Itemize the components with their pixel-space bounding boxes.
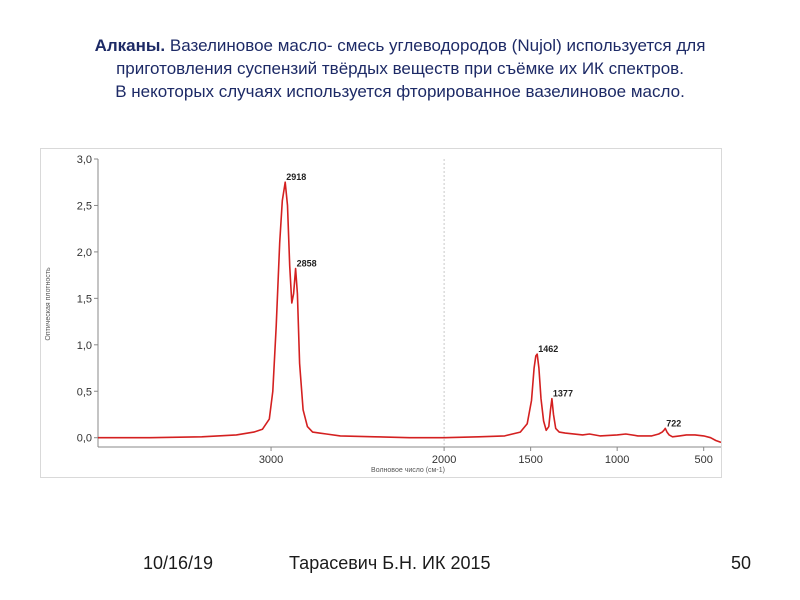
y-ticks: 0,0 0,5 1,0 1,5 2,0 2,5 3,0 <box>77 154 98 445</box>
x-tick-label: 500 <box>695 454 713 466</box>
ir-spectrum-chart: 0,0 0,5 1,0 1,5 2,0 2,5 3,0 3000 2000 1500 1000 50… <box>45 154 722 474</box>
annotations: 2918 2858 1462 1377 722 <box>286 172 681 428</box>
y-tick-label: 2,0 <box>77 247 92 259</box>
peak-label: 1377 <box>553 389 573 399</box>
y-tick-label: 1,0 <box>77 340 92 352</box>
footer-date: 10/16/19 <box>143 553 214 573</box>
header-line-1: Алканы. Вазелиновое масло- смесь углевод… <box>20 34 780 57</box>
y-tick-label: 3,0 <box>77 154 92 166</box>
header-line-1-text: Вазелиновое масло- смесь углеводородов (… <box>165 36 706 55</box>
header-line-2: приготовления суспензий твёрдых веществ … <box>116 59 684 78</box>
peak-label: 1462 <box>538 344 558 354</box>
y-tick-label: 2,5 <box>77 200 92 212</box>
y-tick-label: 1,5 <box>77 293 92 305</box>
x-tick-label: 1500 <box>518 454 542 466</box>
x-tick-label: 3000 <box>259 454 283 466</box>
header-line-3: В некоторых случаях используется фториро… <box>115 82 685 101</box>
peak-label: 2858 <box>297 259 317 269</box>
y-tick-label: 0,5 <box>77 386 92 398</box>
x-tick-label: 2000 <box>432 454 456 466</box>
chart-frame: 0,0 0,5 1,0 1,5 2,0 2,5 3,0 3000 2000 1500 1000 50… <box>40 148 722 478</box>
footer-page-number: 50 <box>731 553 752 573</box>
spectrum-line <box>98 181 722 444</box>
y-tick-label: 0,0 <box>77 433 92 445</box>
x-ticks: 3000 2000 1500 1000 500 <box>259 447 713 466</box>
slide-header: Алканы. Вазелиновое масло- смесь углевод… <box>20 34 780 103</box>
footer-author: Тарасевич Б.Н. ИК 2015 <box>289 553 491 573</box>
peak-label: 2918 <box>286 172 306 182</box>
x-tick-label: 1000 <box>605 454 629 466</box>
x-axis-label: Волновое число (см-1) <box>371 467 445 474</box>
chart-axes <box>97 159 721 448</box>
peak-label: 722 <box>666 418 681 428</box>
header-bold-term: Алканы. <box>94 36 166 55</box>
y-axis-label: Оптическая плотность <box>45 267 52 341</box>
series-group <box>98 181 722 444</box>
